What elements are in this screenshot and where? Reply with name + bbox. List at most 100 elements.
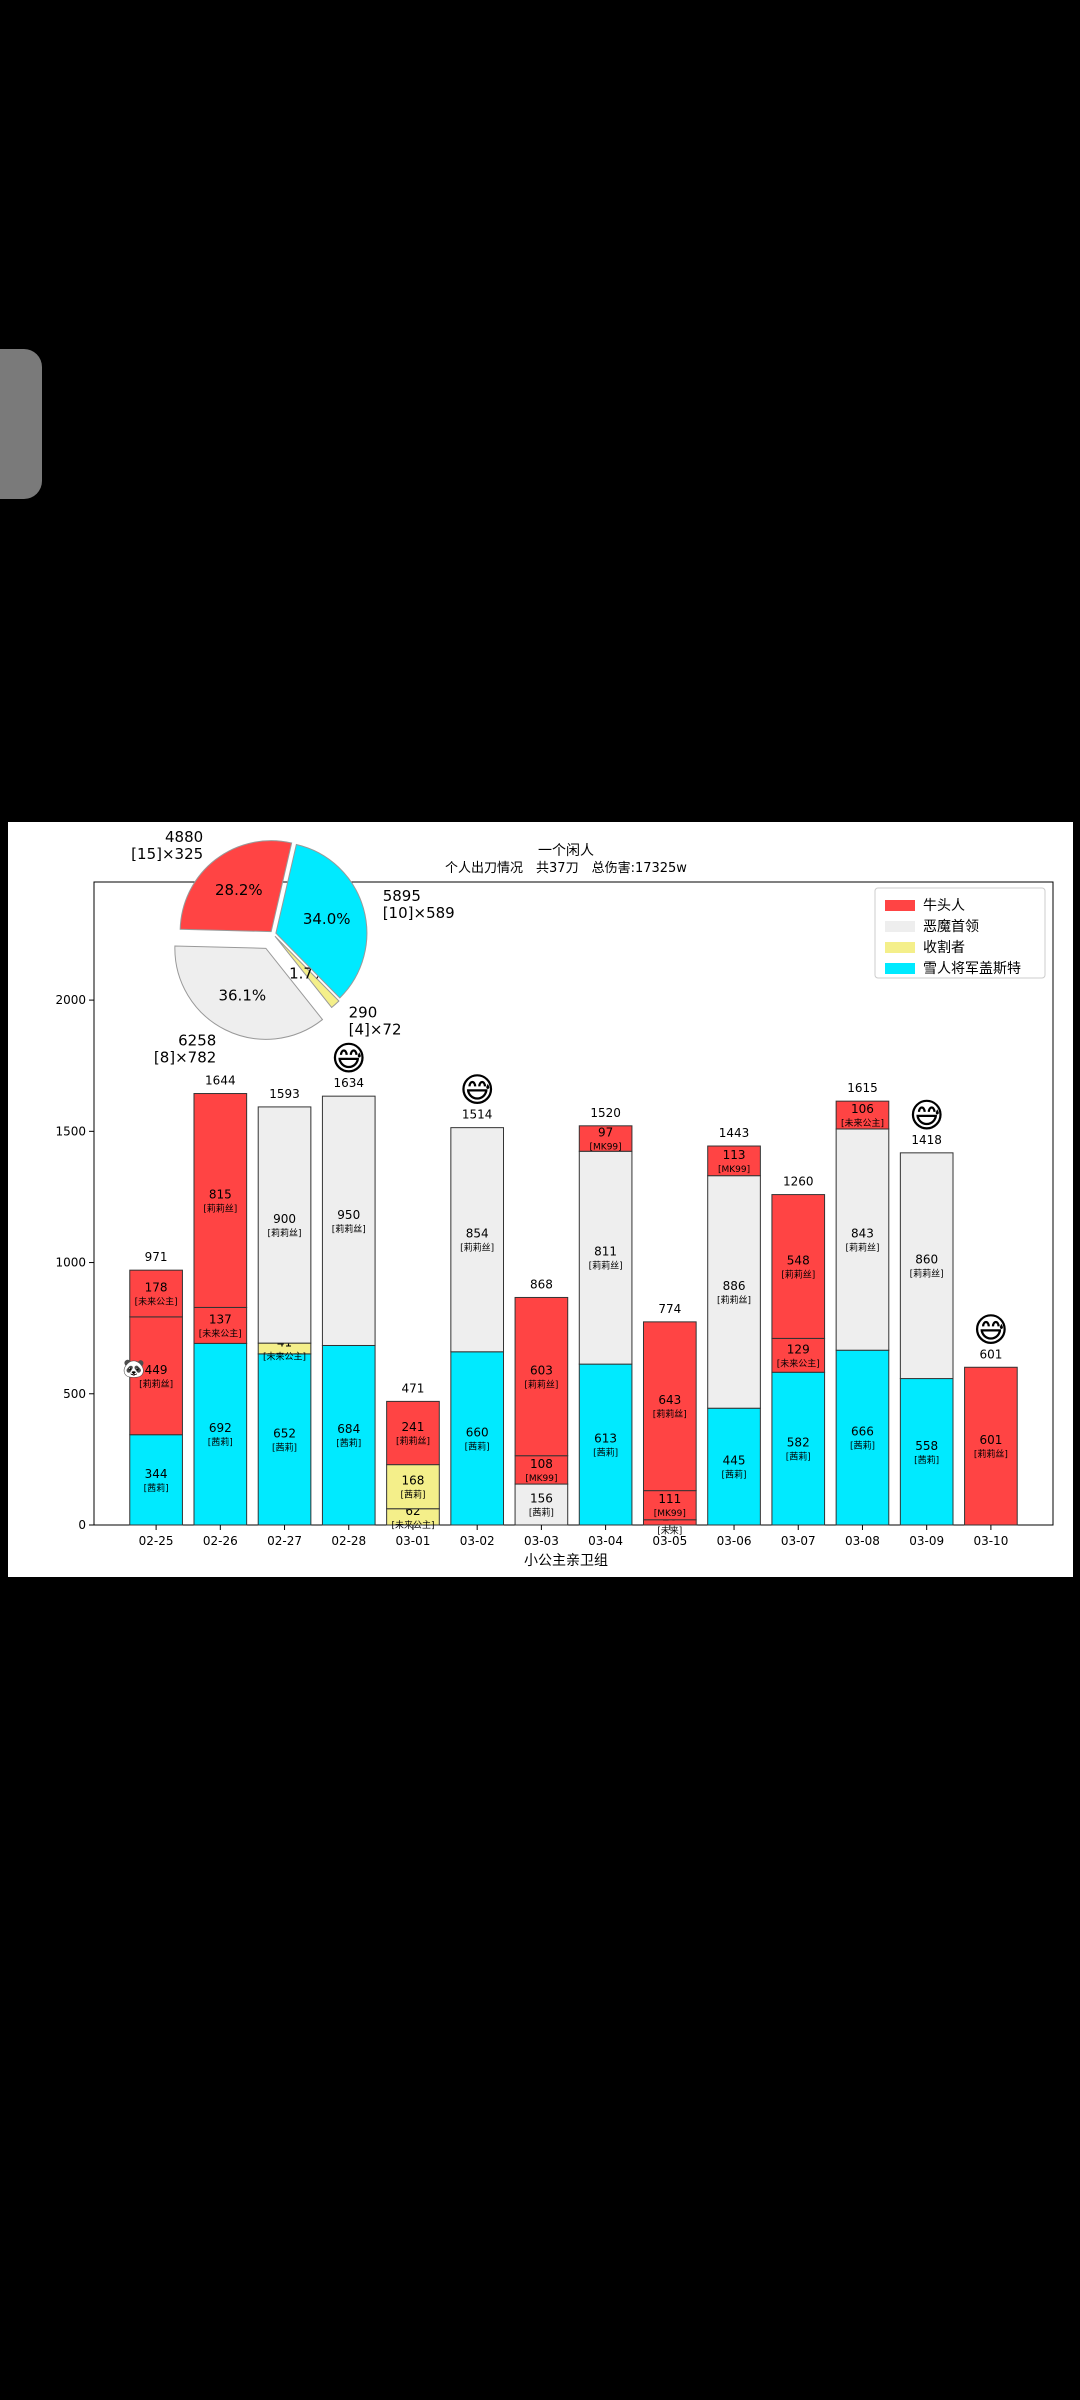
bar-segment <box>771 1371 826 1526</box>
segment-tag-label: [莉莉丝] <box>203 1202 237 1214</box>
segment-value-label: 843 <box>851 1227 874 1241</box>
y-tick-label: 0 <box>78 1518 86 1532</box>
bar-total-label: 1644 <box>205 1074 236 1088</box>
segment-tag-label: [茜莉] <box>914 1454 939 1466</box>
bar-segment <box>321 1095 376 1346</box>
bar-segment <box>450 1351 505 1526</box>
x-tick-label: 03-07 <box>781 1534 816 1548</box>
x-tick-label: 02-28 <box>331 1534 366 1548</box>
segment-tag-label: [莉莉丝] <box>717 1294 751 1306</box>
pie-percent-label: 28.2% <box>215 881 263 899</box>
segment-value-label: 684 <box>337 1422 360 1436</box>
segment-tag-label: [莉莉丝] <box>460 1242 494 1254</box>
segment-value-label: 137 <box>209 1312 232 1326</box>
bar-segment <box>193 1093 248 1308</box>
segment-value-label: 603 <box>530 1364 553 1378</box>
legend-box <box>874 887 1046 979</box>
pie-value-label: 5895 <box>383 887 421 905</box>
segment-value-label: 111 <box>658 1492 681 1506</box>
segment-value-label: 558 <box>915 1439 938 1453</box>
bar-segment <box>964 1366 1018 1526</box>
segment-tag-label: [茜莉] <box>593 1447 618 1459</box>
segment-value-label: 548 <box>787 1253 810 1267</box>
x-tick-label: 03-04 <box>588 1534 623 1548</box>
segment-value-label: 854 <box>466 1227 489 1241</box>
legend-swatch <box>885 921 915 932</box>
segment-tag-label: [莉莉丝] <box>845 1242 879 1254</box>
legend-label: 收割者 <box>923 939 965 956</box>
segment-value-label: 344 <box>145 1467 168 1481</box>
segment-tag-label: [茜莉] <box>400 1489 425 1501</box>
bar-segment <box>707 1175 761 1409</box>
bar-segment <box>514 1296 569 1457</box>
bar-segment <box>129 1269 183 1318</box>
segment-value-label: 860 <box>915 1253 938 1267</box>
segment-tag-label: [茜莉] <box>272 1441 297 1453</box>
x-tick-label: 03-05 <box>652 1534 687 1548</box>
bar-segment <box>257 1353 312 1526</box>
x-tick-label: 03-06 <box>717 1534 752 1548</box>
segment-value-label: 643 <box>658 1393 681 1407</box>
bar-segment <box>386 1464 440 1510</box>
x-tick-label: 03-02 <box>460 1534 495 1548</box>
pie-value-label: 6258 <box>178 1032 216 1050</box>
bar-total-label: 1514 <box>462 1108 493 1122</box>
segment-value-label: 886 <box>723 1279 746 1293</box>
legend-swatch <box>885 942 915 953</box>
bar-segment <box>707 1145 761 1177</box>
bar-segment <box>771 1194 826 1339</box>
segment-tag-label: [莉莉丝] <box>396 1435 430 1447</box>
y-tick-label: 2000 <box>55 993 86 1007</box>
segment-tag-label: [茜莉] <box>786 1451 811 1463</box>
bar-segment <box>450 1127 505 1353</box>
sweat-smile-icon: 😅 <box>973 1310 1008 1350</box>
bar-segment <box>835 1100 890 1130</box>
pie-value-label: 4880 <box>165 828 203 846</box>
pie-layer: 28.2%4880[15]×32536.1%6258[8]×7821.7%290… <box>131 828 455 1067</box>
segment-tag-label: [莉莉丝] <box>653 1408 687 1420</box>
sweat-smile-icon: 😅 <box>459 1071 494 1111</box>
chart-title: 一个闲人 <box>538 843 594 859</box>
y-tick-label: 1000 <box>55 1256 86 1270</box>
segment-tag-label: [莉莉丝] <box>268 1227 302 1239</box>
x-tick-label: 03-09 <box>909 1534 944 1548</box>
segment-tag-label: [未来] <box>657 1524 682 1536</box>
sweat-smile-icon: 😅 <box>909 1096 944 1136</box>
bar-total-label: 1443 <box>719 1126 750 1140</box>
segment-tag-label: [茜莉] <box>722 1469 747 1481</box>
legend-label: 恶魔首领 <box>923 919 979 935</box>
segment-tag-label: [莉莉丝] <box>781 1268 815 1280</box>
y-tick-label: 1500 <box>55 1124 86 1138</box>
bar-segment <box>514 1483 569 1526</box>
segment-tag-label: [莉莉丝] <box>974 1448 1008 1460</box>
bars-layer: 0500100015002000344[茜莉]449[莉莉丝]178[未来公主]… <box>55 993 1018 1548</box>
sweat-smile-icon: 😅 <box>331 1039 366 1079</box>
segment-tag-label: [MK99] <box>654 1509 686 1519</box>
segment-tag-label: [未来公主] <box>841 1117 884 1129</box>
damage-chart: 一个闲人 个人出刀情况 共37刀 总伤害:17325w 小公主亲卫组 0 500 1… <box>55 828 1054 1569</box>
segment-tag-label: [茜莉] <box>336 1437 361 1449</box>
x-axis-label: 小公主亲卫组 <box>524 1553 608 1569</box>
bar-segment <box>193 1306 248 1344</box>
chart-card: 一个闲人 个人出刀情况 共37刀 总伤害:17325w 小公主亲卫组 0 500 1… <box>8 822 1073 1577</box>
segment-value-label: 666 <box>851 1425 874 1439</box>
bar-segment <box>257 1106 312 1344</box>
side-drawer-handle[interactable] <box>0 349 42 499</box>
segment-value-label: 815 <box>209 1187 232 1201</box>
segment-value-label: 601 <box>979 1433 1002 1447</box>
segment-value-label: 811 <box>594 1245 617 1259</box>
segment-value-label: 106 <box>851 1102 874 1116</box>
segment-tag-label: [MK99] <box>590 1143 622 1153</box>
segment-tag-label: [未来公主] <box>263 1351 306 1363</box>
segment-value-label: 900 <box>273 1212 296 1226</box>
pie-count-label: [10]×589 <box>383 904 455 922</box>
segment-tag-label: [未来公主] <box>135 1296 178 1308</box>
segment-tag-label: [茜莉] <box>465 1440 490 1452</box>
x-tick-label: 03-01 <box>396 1534 431 1548</box>
bar-segment <box>386 1400 440 1466</box>
segment-tag-label: [茜莉] <box>144 1482 169 1494</box>
segment-value-label: 113 <box>723 1148 746 1162</box>
bar-segment <box>835 1128 890 1351</box>
legend-label: 雪人将军盖斯特 <box>923 961 1021 977</box>
pie-percent-label: 36.1% <box>218 987 266 1005</box>
